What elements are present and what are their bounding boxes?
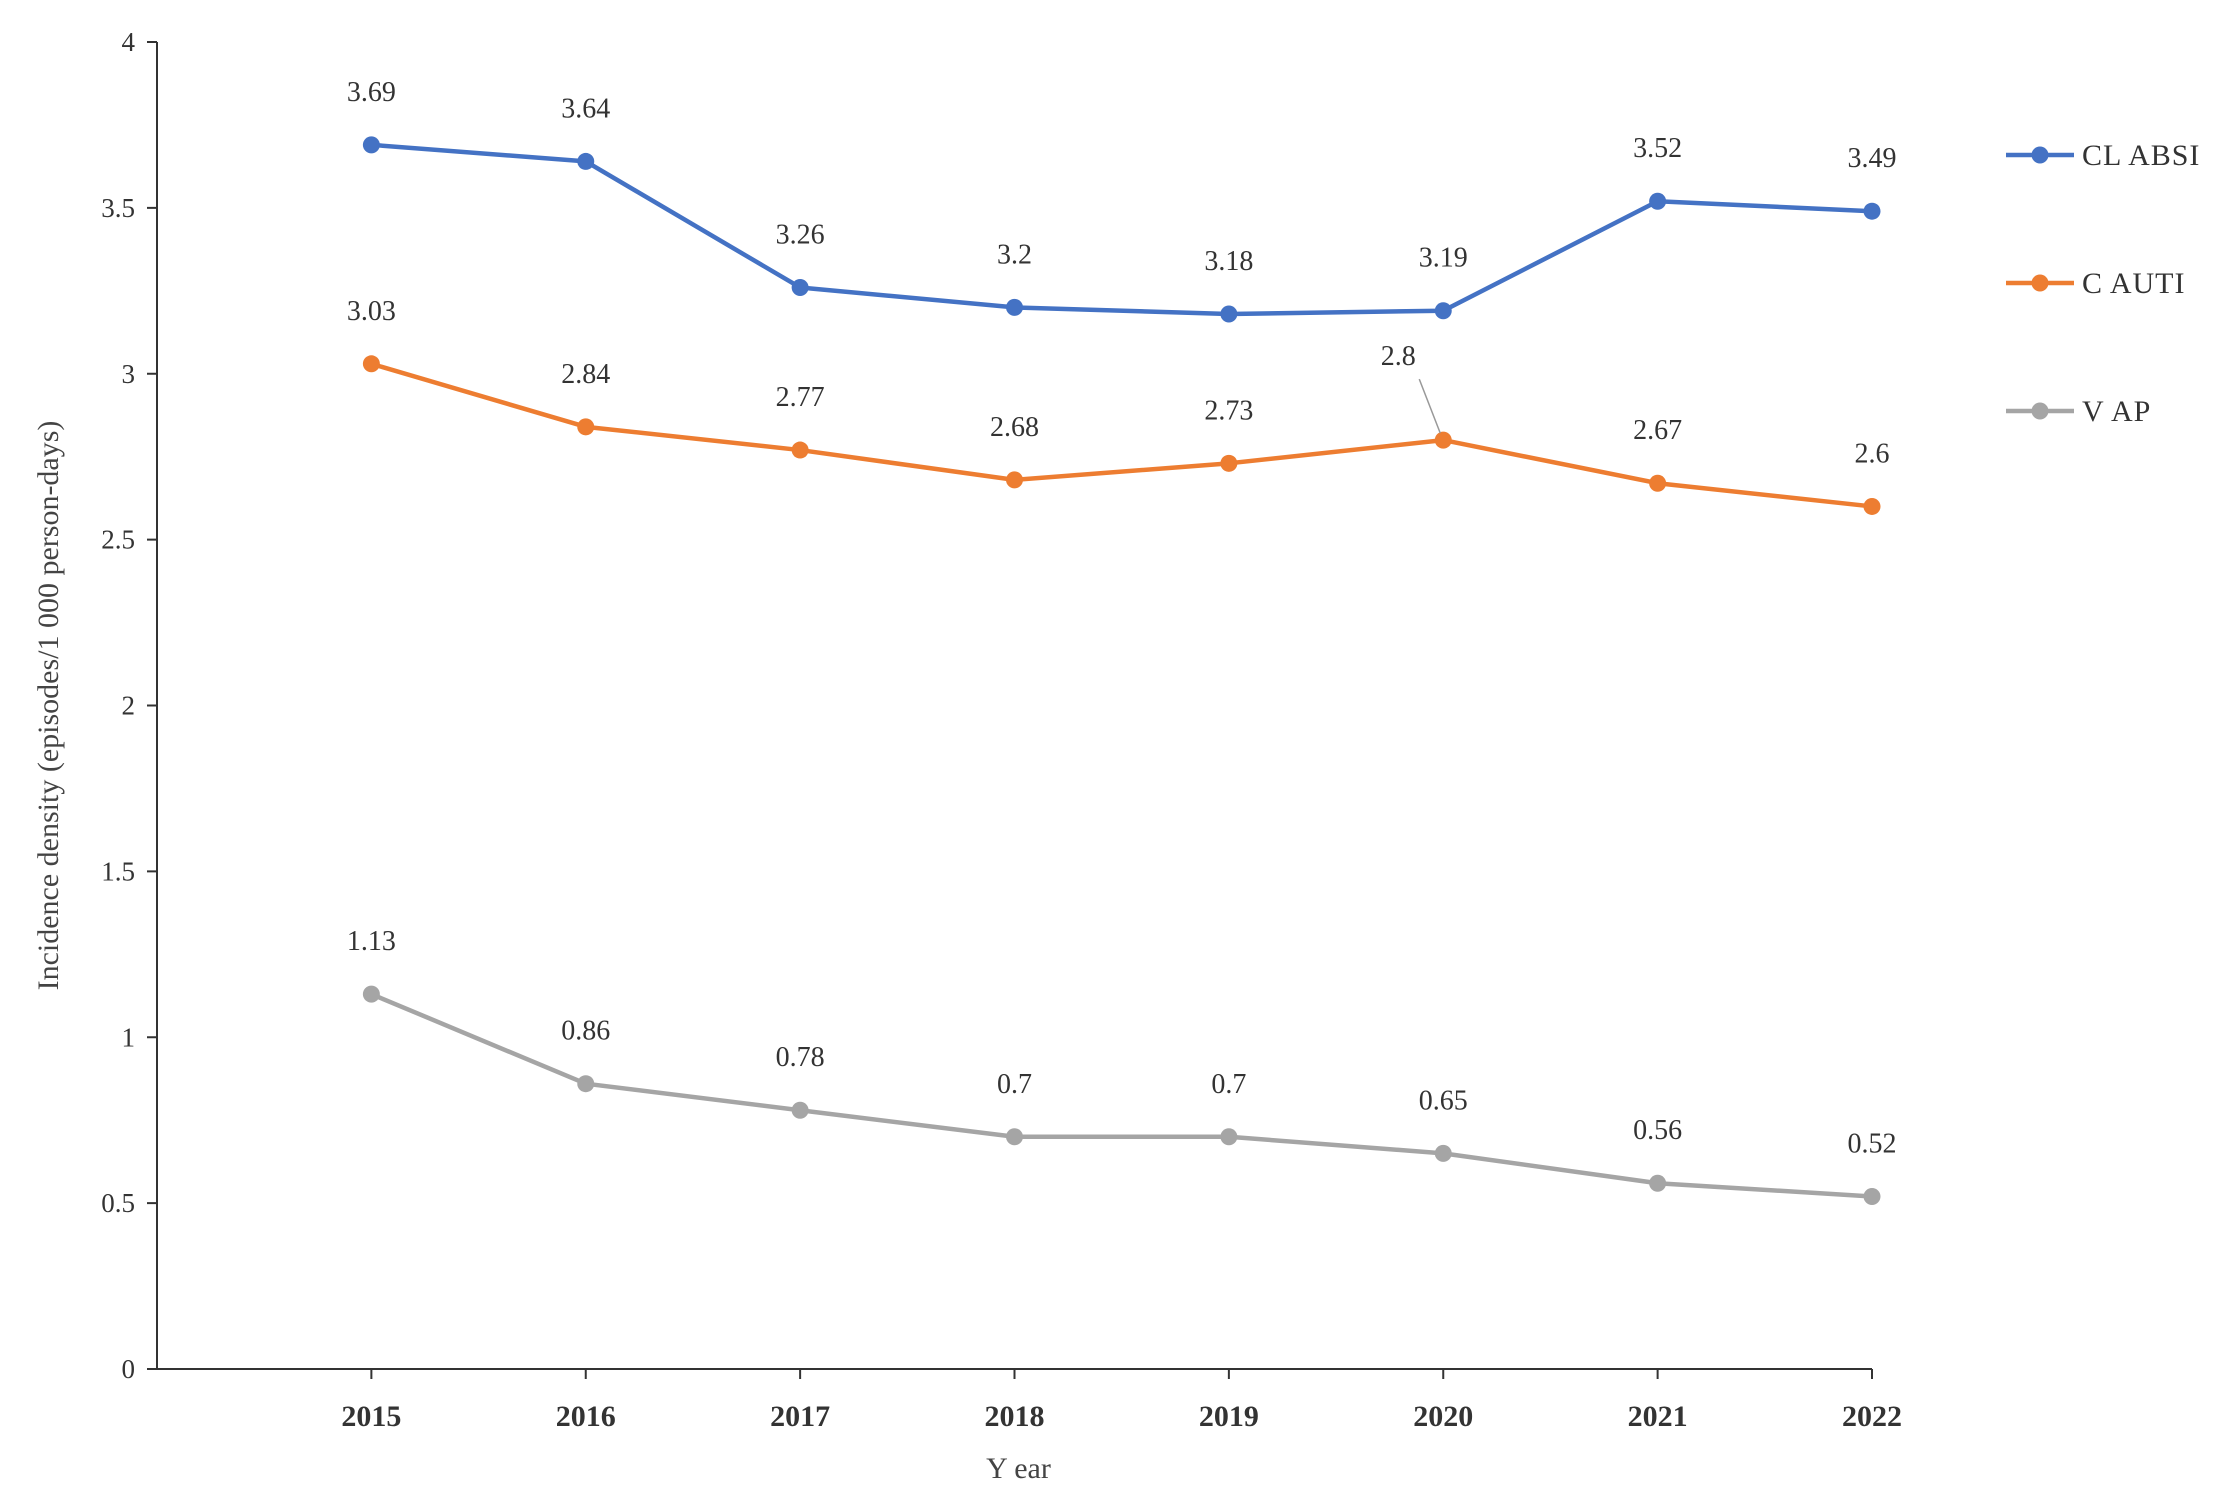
data-label-clabsi: 3.69 <box>347 77 396 108</box>
data-point-vap <box>1434 1144 1452 1162</box>
legend-marker-cauti <box>2031 274 2049 292</box>
data-label-vap: 0.78 <box>776 1042 825 1073</box>
data-label-vap: 0.7 <box>1211 1069 1246 1100</box>
data-label-vap: 0.65 <box>1419 1085 1468 1116</box>
data-label-clabsi: 3.18 <box>1204 246 1253 277</box>
data-point-vap <box>1863 1187 1881 1205</box>
data-label-vap: 0.56 <box>1633 1115 1682 1146</box>
data-label-vap: 0.86 <box>561 1016 610 1047</box>
data-point-vap <box>362 985 380 1003</box>
data-point-cauti <box>577 418 595 436</box>
data-label-vap: 0.52 <box>1848 1128 1897 1159</box>
data-label-clabsi: 3.19 <box>1419 243 1468 274</box>
series-line-cauti <box>370 361 1873 509</box>
data-label-clabsi: 3.52 <box>1633 133 1682 164</box>
y-tick-label: 2 <box>122 691 136 721</box>
y-tick-label: 4 <box>122 27 136 57</box>
x-tick-label: 2021 <box>1628 1400 1688 1433</box>
data-point-cauti <box>1006 471 1023 489</box>
x-tick-label: 2015 <box>341 1400 401 1433</box>
legend-marker-vap <box>2031 402 2049 420</box>
data-point-cauti <box>1863 497 1881 515</box>
data-point-clabsi <box>1649 192 1667 210</box>
series-lines <box>362 136 1881 1205</box>
data-label-cauti: 2.6 <box>1855 438 1890 469</box>
data-label-clabsi: 3.2 <box>997 239 1032 270</box>
data-label-clabsi: 3.64 <box>561 93 610 124</box>
data-point-cauti <box>1434 431 1452 449</box>
data-label-cauti: 2.8 <box>1381 341 1416 372</box>
x-axis-title: Y ear <box>986 1452 1051 1485</box>
data-point-vap <box>791 1101 809 1119</box>
x-tick-label: 2020 <box>1413 1400 1473 1433</box>
x-tick-label: 2017 <box>770 1400 830 1433</box>
series-line-clabsi <box>371 142 1873 317</box>
data-point-vap <box>1220 1128 1238 1146</box>
data-point-cauti <box>1220 454 1238 472</box>
data-point-clabsi <box>362 136 380 154</box>
legend: CL ABSI C AUTI V AP <box>2006 139 2200 428</box>
data-label-cauti: 2.84 <box>561 359 610 390</box>
data-label-clabsi: 3.26 <box>776 219 825 250</box>
data-label-cauti: 2.68 <box>990 412 1039 443</box>
data-point-clabsi <box>791 278 809 296</box>
data-point-clabsi <box>1006 298 1023 316</box>
x-tick-label: 2022 <box>1842 1400 1902 1433</box>
y-axis-title: Incidence density (episodes/1 000 person… <box>32 421 65 991</box>
y-tick-label: 1.5 <box>101 856 135 886</box>
data-point-clabsi <box>1434 302 1452 320</box>
data-label-vap: 0.7 <box>997 1069 1032 1100</box>
data-label-vap: 1.13 <box>347 926 396 957</box>
y-tick-label: 3.5 <box>101 193 135 223</box>
axes: 0 0.5 1 1.5 2 2.5 3 3.5 4 2015 2016 2017 2018 2019 202… <box>32 27 1902 1485</box>
legend-label-cauti: C AUTI <box>2082 267 2186 300</box>
data-point-clabsi <box>1220 305 1238 323</box>
legend-marker-clabsi <box>2031 146 2049 164</box>
data-point-cauti <box>362 355 380 373</box>
data-point-cauti <box>1649 474 1667 492</box>
data-point-vap <box>1006 1128 1023 1146</box>
y-tick-label: 0 <box>122 1354 136 1384</box>
data-label-cauti: 3.03 <box>347 296 396 327</box>
x-tick-label: 2016 <box>556 1400 616 1433</box>
leader-line <box>1418 378 1441 434</box>
y-tick-label: 3 <box>122 359 136 389</box>
data-label-cauti: 2.67 <box>1633 415 1682 446</box>
legend-label-clabsi: CL ABSI <box>2082 139 2200 172</box>
data-point-cauti <box>791 441 809 459</box>
legend-label-vap: V AP <box>2082 395 2151 428</box>
data-label-cauti: 2.77 <box>776 382 825 413</box>
data-point-clabsi <box>577 152 595 170</box>
data-point-vap <box>1649 1174 1667 1192</box>
data-point-clabsi <box>1863 202 1881 220</box>
y-tick-label: 0.5 <box>101 1188 135 1218</box>
data-labels: 3.69 3.64 3.26 3.2 3.18 3.19 3.52 3.49 3.03 2.84 2… <box>347 77 1897 1160</box>
data-label-cauti: 2.73 <box>1204 395 1253 426</box>
data-label-clabsi: 3.49 <box>1848 143 1897 174</box>
series-line-vap <box>370 992 1873 1199</box>
y-tick-label: 1 <box>122 1022 136 1052</box>
x-tick-label: 2019 <box>1199 1400 1259 1433</box>
data-point-vap <box>577 1075 595 1093</box>
x-tick-label: 2018 <box>985 1400 1045 1433</box>
y-tick-label: 2.5 <box>101 525 135 555</box>
